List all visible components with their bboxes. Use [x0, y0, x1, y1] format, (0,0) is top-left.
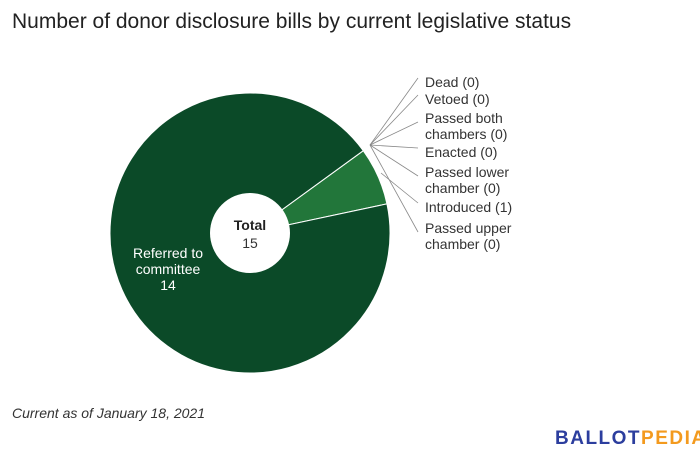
- center-value: 15: [242, 235, 258, 251]
- slice-label: Passed upper: [425, 220, 512, 236]
- slice-label: committee: [136, 261, 201, 277]
- chart-title: Number of donor disclosure bills by curr…: [12, 10, 572, 33]
- slice-label: chambers (0): [425, 126, 507, 142]
- slice-label: Dead (0): [425, 74, 479, 90]
- ballotpedia-logo: BALLOTPEDIA: [555, 428, 700, 450]
- center-label: Total: [234, 217, 266, 233]
- slice-label: chamber (0): [425, 236, 500, 252]
- leader-line: [380, 172, 419, 204]
- leader-line: [369, 144, 419, 177]
- logo-part: PEDIA: [641, 428, 700, 449]
- slice-label: Passed both: [425, 110, 503, 126]
- donut-hole: [210, 193, 290, 273]
- leader-line: [369, 144, 419, 233]
- slice-label: chamber (0): [425, 180, 500, 196]
- slice-label: Enacted (0): [425, 144, 497, 160]
- slice-label: Referred to: [133, 245, 203, 261]
- leader-line: [369, 144, 419, 149]
- leader-line: [369, 77, 419, 146]
- date-note: Current as of January 18, 2021: [12, 405, 206, 421]
- leader-line: [369, 94, 419, 146]
- logo-part: BALLOT: [555, 428, 642, 449]
- slice-label: Passed lower: [425, 164, 509, 180]
- slice-label: Vetoed (0): [425, 91, 490, 107]
- slice-label: Introduced (1): [425, 199, 512, 215]
- leader-line: [369, 121, 419, 146]
- slice-label: 14: [160, 277, 176, 293]
